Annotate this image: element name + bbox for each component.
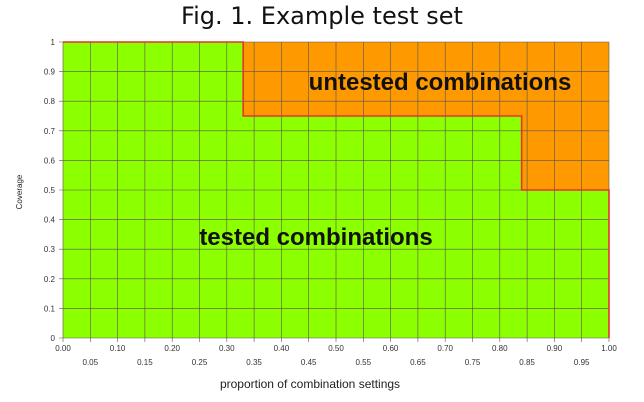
y-tick-label: 0.3 xyxy=(44,245,56,254)
x-tick-label: 0.80 xyxy=(492,344,508,353)
y-tick-label: 0 xyxy=(51,334,56,343)
x-tick-label: 0.75 xyxy=(465,358,481,367)
tested-region-label: tested combinations xyxy=(199,224,432,251)
x-tick-label: 0.95 xyxy=(574,358,590,367)
x-tick-label: 0.55 xyxy=(356,358,372,367)
figure-title: Fig. 1. Example test set xyxy=(181,2,463,30)
x-tick-label: 0.45 xyxy=(301,358,317,367)
y-tick-label: 0.2 xyxy=(44,275,56,284)
untested-region-label: untested combinations xyxy=(309,69,572,96)
x-tick-label: 0.85 xyxy=(519,358,535,367)
x-tick-label: 0.90 xyxy=(547,344,563,353)
x-axis-label: proportion of combination settings xyxy=(220,377,400,391)
x-tick-label: 0.65 xyxy=(410,358,426,367)
x-tick-label: 0.05 xyxy=(83,358,99,367)
y-tick-labels: 0 0.1 0.2 0.3 0.4 0.5 0.6 0.7 0.8 0.9 1 xyxy=(44,38,56,343)
x-tick-label: 0.00 xyxy=(55,344,71,353)
x-tick-label: 0.60 xyxy=(383,344,399,353)
y-tick-label: 0.5 xyxy=(44,186,56,195)
x-tick-label: 1.00 xyxy=(601,344,617,353)
y-tick-label: 0.9 xyxy=(44,68,56,77)
x-tick-label: 0.15 xyxy=(137,358,153,367)
x-tick-labels-lower: 0.05 0.15 0.25 0.35 0.45 0.55 0.65 0.75 0.85 0.95 xyxy=(83,358,591,367)
x-tick-label: 0.70 xyxy=(437,344,453,353)
x-tick-label: 0.25 xyxy=(192,358,208,367)
x-tick-labels-upper: 0.00 0.10 0.20 0.30 0.40 0.50 0.60 0.70 0.80 0.90… xyxy=(55,344,617,353)
y-tick-label: 0.6 xyxy=(44,156,56,165)
y-tick-label: 0.4 xyxy=(44,216,56,225)
x-tick-label: 0.40 xyxy=(274,344,290,353)
y-axis-label: Coverage xyxy=(15,174,24,209)
y-tick-label: 0.7 xyxy=(44,127,56,136)
x-tick-label: 0.50 xyxy=(328,344,344,353)
coverage-line xyxy=(63,41,610,338)
y-tick-label: 0.8 xyxy=(44,97,56,106)
x-tick-label: 0.30 xyxy=(219,344,235,353)
x-tick-label: 0.10 xyxy=(110,344,126,353)
x-tick-label: 0.35 xyxy=(246,358,262,367)
x-tick-label: 0.20 xyxy=(164,344,180,353)
y-tick-label: 1 xyxy=(51,38,56,47)
y-tick-label: 0.1 xyxy=(44,304,56,313)
